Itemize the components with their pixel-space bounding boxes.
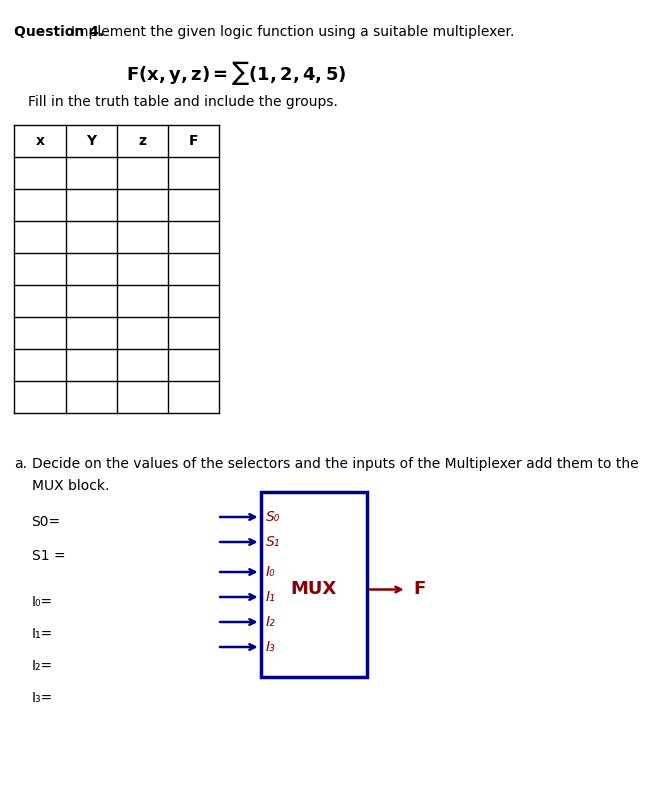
Text: S₀: S₀	[266, 510, 280, 524]
Text: S₁: S₁	[266, 535, 280, 549]
Text: I₂=: I₂=	[32, 659, 52, 673]
Text: I₂: I₂	[266, 615, 276, 629]
Text: Decide on the values of the selectors and the inputs of the Multiplexer add them: Decide on the values of the selectors an…	[32, 457, 638, 471]
Text: x: x	[36, 134, 45, 148]
Text: Implement the given logic function using a suitable multiplexer.: Implement the given logic function using…	[71, 25, 514, 39]
Text: a.: a.	[14, 457, 27, 471]
FancyBboxPatch shape	[261, 492, 367, 677]
Text: I₀=: I₀=	[32, 595, 52, 609]
Text: MUX block.: MUX block.	[32, 479, 109, 493]
Text: S0=: S0=	[32, 515, 61, 529]
Text: Y: Y	[86, 134, 96, 148]
Text: z: z	[138, 134, 146, 148]
Text: F: F	[189, 134, 199, 148]
Text: F: F	[413, 581, 425, 598]
Text: I₃=: I₃=	[32, 691, 53, 705]
Text: MUX: MUX	[291, 581, 337, 598]
Text: $\mathbf{F(x, y, z) = \sum(1, 2, 4, 5)}$: $\mathbf{F(x, y, z) = \sum(1, 2, 4, 5)}$	[126, 59, 347, 87]
Text: I₃: I₃	[266, 640, 276, 654]
Text: I₁: I₁	[266, 590, 276, 604]
Text: Question 4.: Question 4.	[14, 25, 104, 39]
Text: Fill in the truth table and include the groups.: Fill in the truth table and include the …	[28, 95, 338, 109]
Text: S1 =: S1 =	[32, 549, 65, 563]
Text: I₀: I₀	[266, 565, 276, 579]
Text: I₁=: I₁=	[32, 627, 53, 641]
